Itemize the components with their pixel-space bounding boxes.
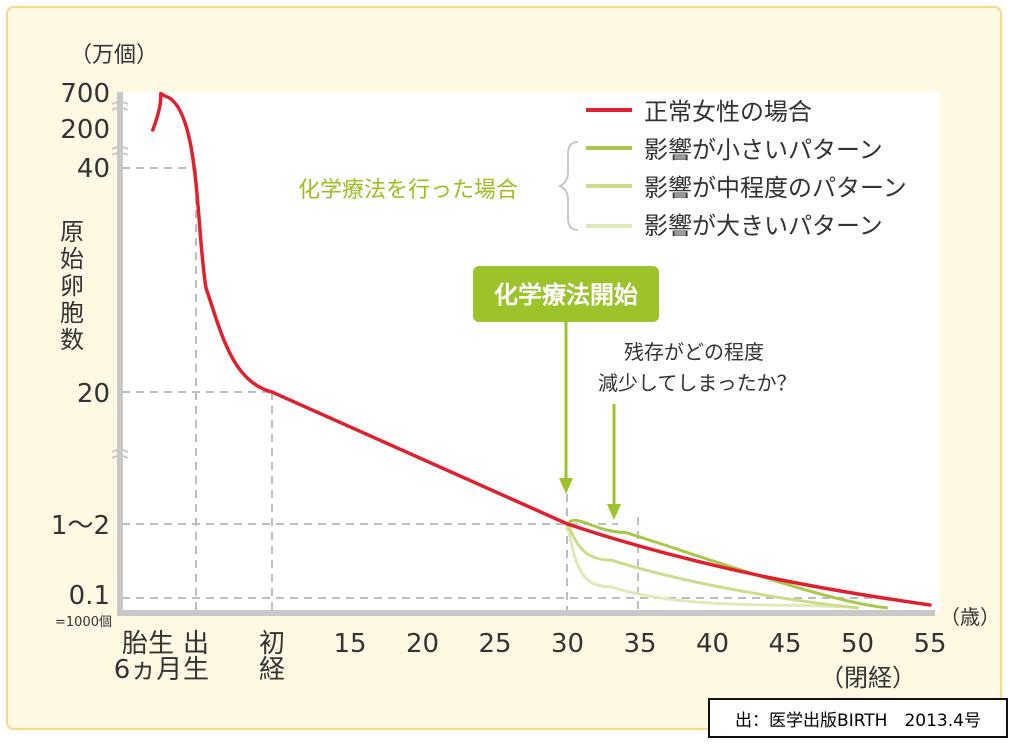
x-tick-1: 出生: [183, 629, 209, 685]
x-tick-2: 初経: [259, 629, 285, 685]
y-tick-1000: =1000個: [55, 615, 112, 630]
series-line-0: [151, 91, 932, 607]
chemo-start-arrowhead: [559, 478, 573, 494]
x-tick-7: 35: [623, 629, 656, 659]
question-annotation: 残存がどの程度 減少してしまったか？: [598, 340, 797, 520]
series-line-2: [566, 522, 859, 610]
y-tick-20: 20: [77, 379, 110, 409]
source-citation: 出：医学出版BIRTH 2013.4号: [708, 698, 1008, 738]
guide-lines: [122, 167, 890, 610]
y-tick-labels: 700 200 40 20 1〜2 0.1: [51, 79, 110, 611]
x-tick-6: 30: [551, 629, 584, 659]
axis-break-marks: [111, 101, 129, 459]
y-tick-40: 40: [77, 154, 110, 184]
x-unit-label: （歳）: [940, 605, 1000, 629]
question-line2: 減少してしまったか？: [598, 371, 797, 395]
y-tick-0-1: 0.1: [69, 581, 110, 611]
chemo-start-annotation: 化学療法開始: [473, 266, 659, 494]
x-tick-3: 15: [333, 629, 366, 659]
series-lines: [151, 91, 932, 610]
menopause-label: （閉経）: [820, 664, 916, 692]
y-tick-700: 700: [60, 79, 110, 109]
x-tick-4: 20: [406, 629, 439, 659]
y-tick-200: 200: [60, 115, 110, 145]
x-tick-9: 45: [768, 629, 801, 659]
question-arrowhead: [607, 504, 621, 520]
legend-label-small: 影響が小さいパターン: [644, 136, 883, 164]
x-tick-0: 胎生 6ヵ月: [114, 629, 183, 685]
legend-label-medium: 影響が中程度のパターン: [644, 174, 907, 202]
chemo-start-badge: [473, 266, 659, 322]
x-tick-11: 55: [913, 629, 946, 659]
y-axis-title: 原始卵胞数: [60, 218, 84, 354]
series-line-1: [566, 518, 888, 610]
y-tick-1-2: 1〜2: [51, 511, 110, 541]
y-unit-label: （万個）: [70, 43, 158, 68]
legend-label-large: 影響が大きいパターン: [644, 212, 883, 240]
series-line-3: [566, 522, 859, 610]
x-tick-5: 25: [478, 629, 511, 659]
legend: 正常女性の場合 影響が小さいパターン 影響が中程度のパターン 影響が大きいパター…: [298, 98, 907, 240]
legend-brace: [557, 141, 579, 231]
legend-group-label: 化学療法を行った場合: [298, 178, 518, 203]
plot-area: [120, 92, 940, 612]
x-tick-8: 40: [696, 629, 729, 659]
legend-label-normal: 正常女性の場合: [644, 98, 812, 126]
chemo-start-label: 化学療法開始: [494, 281, 638, 309]
question-line1: 残存がどの程度: [624, 340, 764, 364]
x-tick-10: 50: [841, 629, 874, 659]
